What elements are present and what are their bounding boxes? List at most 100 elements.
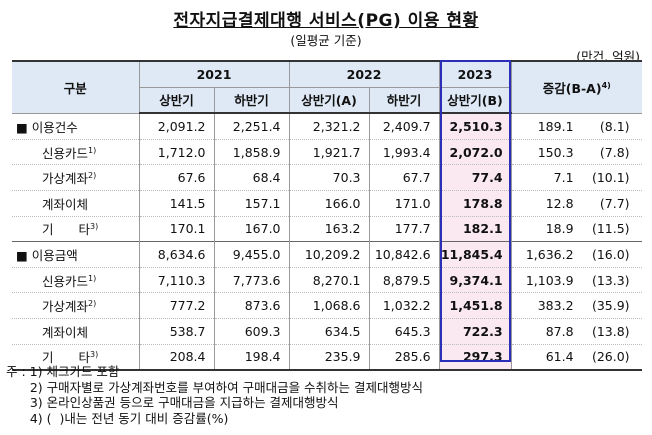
cell-change: 1,103.9 (13.3) [510, 266, 643, 293]
cell-2021-h1: 1,712.0 [138, 138, 214, 165]
h2-2021-header: 하반기 [213, 87, 290, 115]
cell-2022-h1: 2,321.2 [288, 113, 370, 140]
cell-2023-h1: 11,845.4 [438, 241, 512, 268]
table-row: ■ 이용금액 8,634.6 9,455.0 10,209.2 10,842.6 11,8… [12, 241, 643, 268]
table-body: ■ 이용건수 2,091.2 2,251.4 2,321.2 2,409.7 2,510.… [12, 113, 643, 372]
footnote-2: 2) 구매자별로 가상계좌번호를 부여하여 구매대금을 수취하는 결제대행방식 [6, 379, 424, 395]
change-value: 383.2 [537, 298, 574, 314]
cell-2022-h1: 70.3 [288, 164, 370, 191]
cell-2023-h1: 9,374.1 [438, 266, 512, 293]
cell-2022-h2: 2,409.7 [368, 113, 440, 140]
cell-change: 87.8 (13.8) [510, 317, 643, 345]
cell-2021-h1: 170.1 [138, 215, 214, 242]
change-value: 1,636.2 [525, 246, 574, 262]
h2-2022-header: 하반기 [368, 87, 440, 115]
change-header-footnote: 4) [601, 80, 611, 90]
cell-2021-h1: 777.2 [138, 292, 214, 319]
cell-2021-h2: 167.0 [213, 215, 290, 242]
row-label-text: ■ 이용금액 [16, 247, 78, 263]
row-label-text: 기 타 [42, 222, 91, 238]
cell-change: 150.3 (7.8) [510, 138, 643, 165]
row-label-text: 신용카드 [42, 145, 89, 161]
table-row: 신용카드1) 7,110.3 7,773.6 8,270.1 8,879.5 9,374.… [12, 266, 643, 293]
header-row-years: 구분 2021 2022 2023 증감(B-A)4) [12, 59, 643, 114]
row-label: 가상계좌2) [12, 292, 139, 319]
cell-2021-h2: 9,455.0 [213, 241, 290, 268]
cell-change: 383.2 (35.9) [510, 292, 643, 319]
row-label: 계좌이체 [12, 317, 139, 345]
change-value: 12.8 [545, 195, 574, 211]
row-label: ■ 이용건수 [12, 113, 139, 139]
footnote-3: 3) 온라인상품권 등으로 구매대금을 지급하는 결제대행방식 [6, 395, 339, 410]
pg-usage-table: 구분 2021 2022 2023 증감(B-A)4) 상반기 하반기 상반기(… [12, 59, 643, 372]
cell-2022-h1: 1,921.7 [288, 138, 370, 165]
row-label-footnote: 1) [88, 273, 97, 283]
cell-2023-h1: 1,451.8 [438, 292, 512, 319]
cell-2021-h2: 198.4 [213, 343, 290, 372]
cell-change: 1,636.2 (16.0) [510, 241, 643, 268]
cell-2021-h2: 873.6 [213, 292, 290, 319]
cell-2022-h2: 67.7 [368, 164, 440, 191]
change-value: 7.1 [553, 170, 574, 186]
row-label: 기 타3) [12, 343, 139, 372]
change-percent: (8.1) [599, 118, 630, 134]
table-row: 계좌이체 141.5 157.1 166.0 171.0 178.8 12.8 (7.7) [12, 189, 643, 217]
cell-2022-h1: 8,270.1 [288, 266, 370, 293]
cell-2023-h1: 77.4 [438, 164, 512, 191]
cell-2022-h2: 285.6 [368, 343, 440, 372]
category-header: 구분 [12, 59, 139, 114]
cell-2022-h2: 10,842.6 [368, 241, 440, 268]
cell-2023-h1: 297.3 [438, 343, 512, 372]
row-label-footnote: 3) [90, 222, 99, 232]
change-value: 87.8 [545, 323, 574, 339]
change-header-label: 증감(B-A) [542, 80, 602, 96]
cell-2021-h1: 208.4 [138, 343, 214, 372]
change-percent: (10.1) [591, 170, 630, 186]
cell-change: 12.8 (7.7) [510, 189, 643, 217]
row-label: 신용카드1) [12, 138, 139, 165]
cell-2021-h1: 7,110.3 [138, 266, 214, 293]
row-label-text: 신용카드 [42, 273, 89, 289]
cell-2022-h1: 163.2 [288, 215, 370, 242]
cell-2023-h1: 722.3 [438, 317, 512, 345]
cell-2022-h1: 634.5 [288, 317, 370, 345]
change-value: 189.1 [537, 118, 574, 134]
h1-2021-header: 상반기 [138, 87, 214, 115]
cell-2021-h2: 157.1 [213, 189, 290, 217]
year-2023-header: 2023 [438, 59, 512, 88]
row-label: 계좌이체 [12, 189, 139, 217]
row-label-text: ■ 이용건수 [16, 119, 78, 135]
cell-2021-h2: 609.3 [213, 317, 290, 345]
row-label: 가상계좌2) [12, 164, 139, 191]
change-value: 18.9 [545, 221, 574, 237]
cell-2021-h1: 538.7 [138, 317, 214, 345]
cell-2022-h1: 166.0 [288, 189, 370, 217]
cell-2022-h1: 1,068.6 [288, 292, 370, 319]
header-row-halves: 상반기 하반기 상반기(A) 하반기 상반기(B) [12, 87, 642, 115]
cell-2023-h1: 2,510.3 [438, 113, 512, 140]
footnotes: 주 : 1) 체크카드 포함 2) 구매자별로 가상계좌번호를 부여하여 구매대… [6, 364, 423, 426]
cell-change: 18.9 (11.5) [510, 215, 643, 242]
table-row: 기 타3) 208.4 198.4 235.9 285.6 297.3 61.4 (26.0) [12, 343, 643, 372]
table-row: 기 타3) 170.1 167.0 163.2 177.7 182.1 18.9 (11.5) [12, 215, 643, 242]
cell-2022-h2: 645.3 [368, 317, 440, 345]
cell-2022-h2: 171.0 [368, 189, 440, 217]
change-value: 150.3 [537, 144, 574, 160]
row-label: ■ 이용금액 [12, 241, 139, 268]
footnote-4: 4) ( )내는 전년 동기 대비 증감률(%) [6, 410, 229, 426]
row-label-text: 가상계좌 [42, 299, 89, 315]
row-label-text: 가상계좌 [42, 171, 89, 187]
table-subtitle: (일평균 기준) [290, 33, 362, 48]
cell-2021-h1: 2,091.2 [138, 113, 214, 140]
cell-2022-h2: 1,032.2 [368, 292, 440, 319]
cell-change: 189.1 (8.1) [510, 113, 643, 140]
cell-2021-h2: 2,251.4 [213, 113, 290, 140]
cell-2021-h2: 68.4 [213, 164, 290, 191]
cell-2023-h1: 2,072.0 [438, 138, 512, 165]
change-percent: (11.5) [591, 221, 630, 237]
cell-2022-h2: 8,879.5 [368, 266, 440, 293]
change-value: 61.4 [545, 349, 574, 365]
change-percent: (7.7) [599, 195, 630, 211]
cell-change: 7.1 (10.1) [510, 164, 643, 191]
year-2022-header: 2022 [288, 59, 440, 88]
